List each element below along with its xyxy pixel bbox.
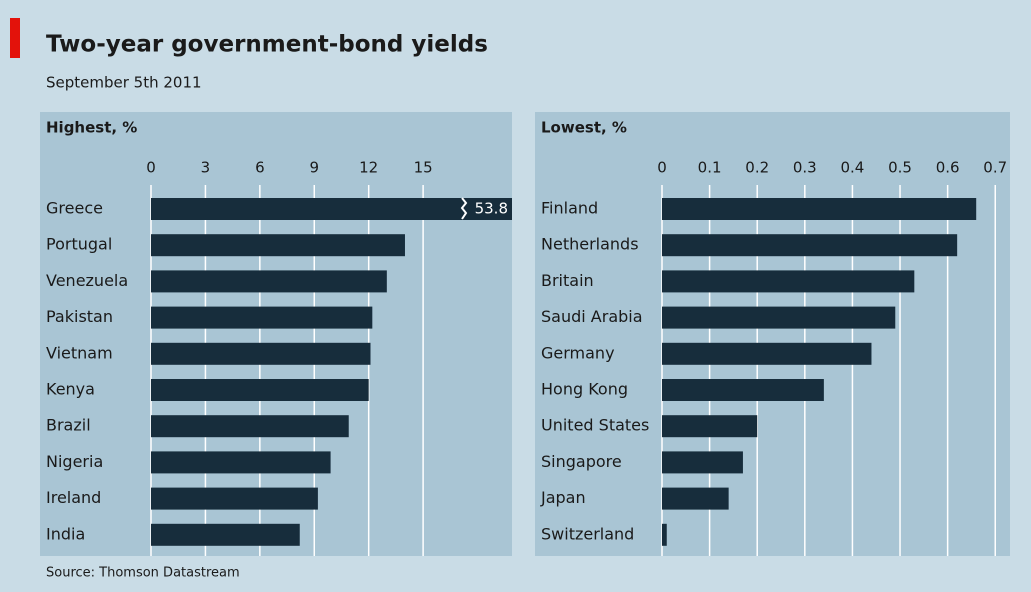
bar <box>151 523 300 546</box>
bar <box>662 523 667 546</box>
x-tick-label: 0 <box>657 159 667 177</box>
x-tick-label: 12 <box>359 159 378 177</box>
bars <box>662 198 977 546</box>
x-tick-label: 0.2 <box>745 159 769 177</box>
red-tag <box>10 18 20 58</box>
bar <box>151 487 318 510</box>
source: Source: Thomson Datastream <box>46 566 240 581</box>
x-tick-label: 9 <box>309 159 319 177</box>
bar <box>151 198 512 220</box>
x-tick-label: 0.5 <box>888 159 912 177</box>
category-label: Finland <box>541 199 598 218</box>
panel <box>40 112 512 556</box>
category-label: Vietnam <box>46 343 113 362</box>
category-label: Greece <box>46 199 103 218</box>
x-tick-label: 0.4 <box>840 159 864 177</box>
subtitle: September 5th 2011 <box>46 74 202 92</box>
x-tick-label: 6 <box>255 159 265 177</box>
bar <box>151 379 369 401</box>
bar <box>662 234 958 257</box>
category-label: Singapore <box>541 452 622 471</box>
category-label: Pakistan <box>46 307 113 326</box>
bar <box>662 379 824 401</box>
bars <box>151 198 512 546</box>
bar <box>151 234 405 257</box>
panel-title: Highest, % <box>46 119 137 137</box>
category-label: Brazil <box>46 416 91 435</box>
category-label: Kenya <box>46 380 95 399</box>
category-label: Ireland <box>46 488 101 507</box>
x-tick-label: 0.7 <box>983 159 1007 177</box>
category-label: Netherlands <box>541 235 639 254</box>
category-label: United States <box>541 416 649 435</box>
category-label: Switzerland <box>541 524 634 543</box>
category-label: Nigeria <box>46 452 103 471</box>
axis-break <box>460 197 468 220</box>
bar <box>662 342 872 365</box>
bar <box>151 270 387 293</box>
chart-title: Two-year government-bond yields <box>46 32 488 58</box>
bar <box>662 306 896 329</box>
category-label: Venezuela <box>46 271 128 290</box>
bar <box>151 451 331 474</box>
category-label: Britain <box>541 271 594 290</box>
x-tick-label: 3 <box>201 159 211 177</box>
x-tick-label: 0.3 <box>793 159 817 177</box>
category-label: Japan <box>540 488 586 507</box>
x-tick-label: 0.1 <box>698 159 722 177</box>
category-label: Hong Kong <box>541 380 628 399</box>
bar <box>662 198 977 220</box>
bar <box>662 415 758 438</box>
category-label: Saudi Arabia <box>541 307 643 326</box>
panel-title: Lowest, % <box>541 119 627 137</box>
bar <box>151 306 373 329</box>
x-tick-label: 0.6 <box>936 159 960 177</box>
value-label: 53.8 <box>475 200 508 218</box>
x-tick-label: 15 <box>414 159 433 177</box>
bar <box>151 415 349 438</box>
category-label: Germany <box>541 343 615 362</box>
bar <box>662 270 915 293</box>
bar <box>151 342 371 365</box>
category-label: Portugal <box>46 235 112 254</box>
x-tick-label: 0 <box>146 159 156 177</box>
bar <box>662 487 729 510</box>
panel <box>535 112 1010 556</box>
category-label: India <box>46 524 85 543</box>
bar <box>662 451 743 474</box>
